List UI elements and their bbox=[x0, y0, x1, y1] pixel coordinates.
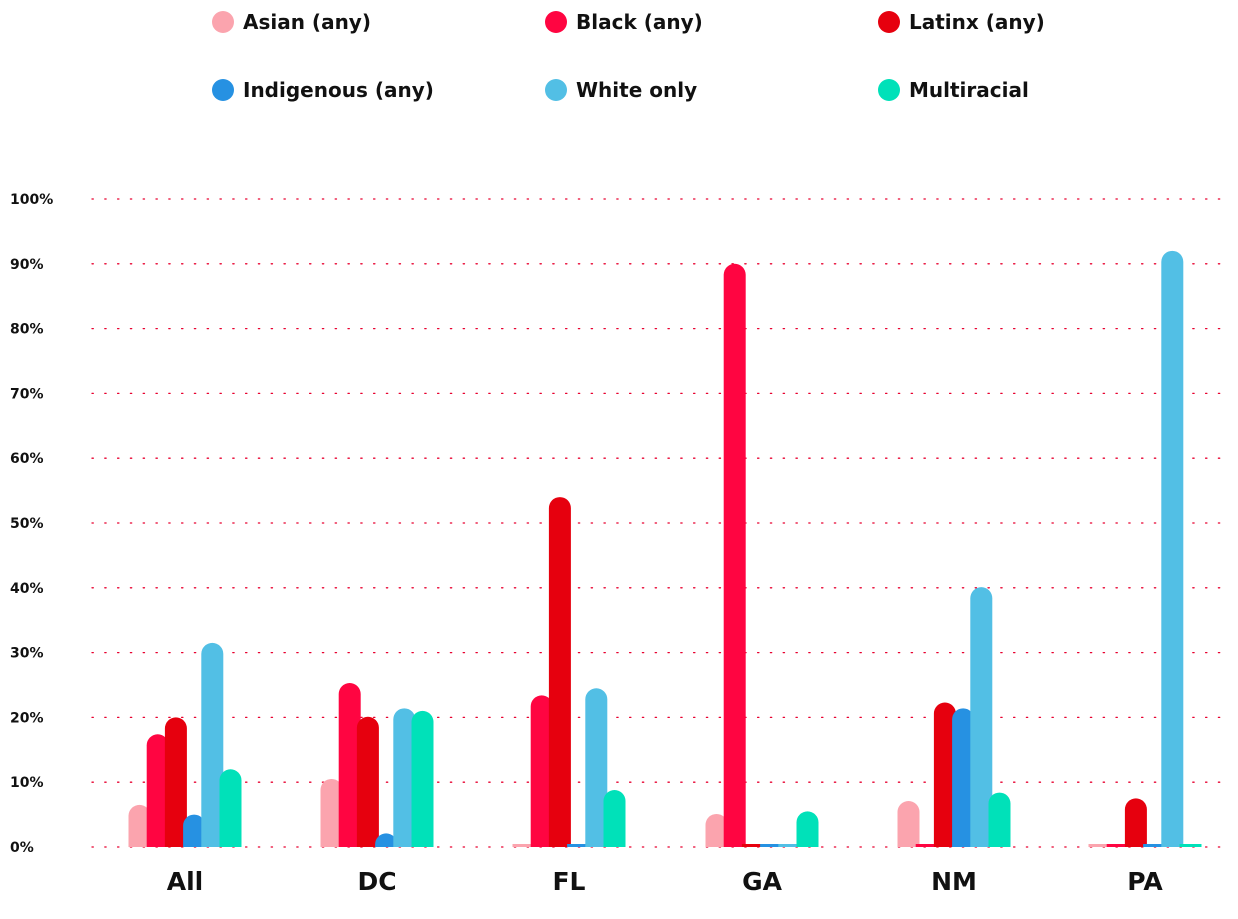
bar-fl-multiracial bbox=[603, 789, 626, 847]
legend-item-indigenous-any: Indigenous (any) bbox=[212, 78, 434, 102]
legend-label: Black (any) bbox=[576, 10, 703, 34]
y-tick-label: 70% bbox=[10, 386, 44, 402]
bar-group-all bbox=[128, 642, 242, 847]
bar-all-latinx-any bbox=[164, 717, 187, 847]
bar-group-ga bbox=[705, 263, 819, 847]
bar-fl-indigenous-any bbox=[567, 844, 590, 847]
bar-ga-white-only bbox=[778, 844, 801, 847]
legend-swatch bbox=[212, 11, 234, 33]
legend-item-asian-any: Asian (any) bbox=[212, 10, 371, 34]
bar-group-dc bbox=[320, 683, 434, 847]
legend-item-white-only: White only bbox=[545, 78, 697, 102]
bar-all-multiracial bbox=[219, 769, 242, 847]
x-category-label: All bbox=[167, 867, 204, 896]
bar-nm-asian-any bbox=[897, 800, 920, 847]
bar-pa-latinx-any bbox=[1124, 798, 1147, 847]
x-category-label: DC bbox=[357, 867, 396, 896]
bar-dc-asian-any bbox=[320, 778, 343, 847]
bar-pa-white-only bbox=[1161, 250, 1184, 848]
legend-swatch bbox=[212, 79, 234, 101]
legend-item-black-any: Black (any) bbox=[545, 10, 703, 34]
bar-all-indigenous-any bbox=[183, 814, 206, 847]
bar-dc-white-only bbox=[393, 708, 416, 847]
legend-label: Asian (any) bbox=[243, 10, 371, 34]
bar-dc-black-any bbox=[338, 683, 361, 847]
y-tick-label: 30% bbox=[10, 646, 44, 662]
legend-swatch bbox=[545, 79, 567, 101]
legend-item-latinx-any: Latinx (any) bbox=[878, 10, 1045, 34]
bar-group-pa bbox=[1088, 250, 1202, 848]
x-category-label: PA bbox=[1127, 867, 1163, 896]
bar-dc-multiracial bbox=[411, 710, 434, 847]
legend: Asian (any) Black (any) Latinx (any) Indige… bbox=[0, 0, 1238, 120]
bar-group-fl bbox=[512, 497, 626, 847]
legend-swatch bbox=[878, 79, 900, 101]
legend-label: White only bbox=[576, 78, 698, 102]
bar-ga-indigenous-any bbox=[760, 844, 783, 847]
x-category-label: NM bbox=[931, 867, 977, 896]
legend-label: Multiracial bbox=[909, 78, 1029, 102]
bar-nm-latinx-any bbox=[933, 702, 956, 847]
bar-nm-multiracial bbox=[988, 792, 1011, 847]
bar-ga-multiracial bbox=[796, 811, 819, 847]
y-tick-label: 100% bbox=[10, 192, 53, 208]
bar-dc-latinx-any bbox=[356, 716, 379, 847]
bar-nm-white-only bbox=[970, 587, 993, 847]
y-tick-label: 10% bbox=[10, 775, 44, 791]
y-tick-label: 60% bbox=[10, 451, 44, 467]
bar-nm-black-any bbox=[915, 844, 938, 847]
bar-group-nm bbox=[897, 587, 1011, 847]
legend-label: Indigenous (any) bbox=[243, 78, 434, 102]
legend-swatch bbox=[878, 11, 900, 33]
y-tick-label: 20% bbox=[10, 710, 44, 726]
bar-fl-asian-any bbox=[512, 844, 535, 847]
bar-fl-white-only bbox=[585, 688, 608, 847]
legend-item-multiracial: Multiracial bbox=[878, 78, 1029, 102]
bar-fl-black-any bbox=[530, 695, 553, 847]
bar-pa-multiracial bbox=[1179, 844, 1202, 847]
x-category-label: GA bbox=[742, 867, 783, 896]
y-tick-label: 80% bbox=[10, 322, 44, 338]
bar-ga-asian-any bbox=[705, 813, 728, 847]
bar-ga-black-any bbox=[723, 263, 746, 847]
bar-all-white-only bbox=[201, 642, 224, 847]
x-category-label: FL bbox=[552, 867, 585, 896]
bar-nm-indigenous-any bbox=[952, 708, 975, 847]
bar-all-asian-any bbox=[128, 804, 151, 847]
y-tick-label: 90% bbox=[10, 257, 44, 273]
y-tick-label: 0% bbox=[10, 840, 34, 856]
bar-pa-indigenous-any bbox=[1143, 844, 1166, 847]
bar-all-black-any bbox=[146, 734, 169, 847]
legend-swatch bbox=[545, 11, 567, 33]
bar-fl-latinx-any bbox=[548, 497, 571, 847]
legend-label: Latinx (any) bbox=[909, 10, 1045, 34]
bar-ga-latinx-any bbox=[741, 844, 764, 847]
y-tick-label: 50% bbox=[10, 516, 44, 532]
y-tick-label: 40% bbox=[10, 581, 44, 597]
bar-dc-indigenous-any bbox=[375, 833, 398, 847]
bar-pa-asian-any bbox=[1088, 844, 1111, 847]
bar-pa-black-any bbox=[1106, 844, 1129, 847]
